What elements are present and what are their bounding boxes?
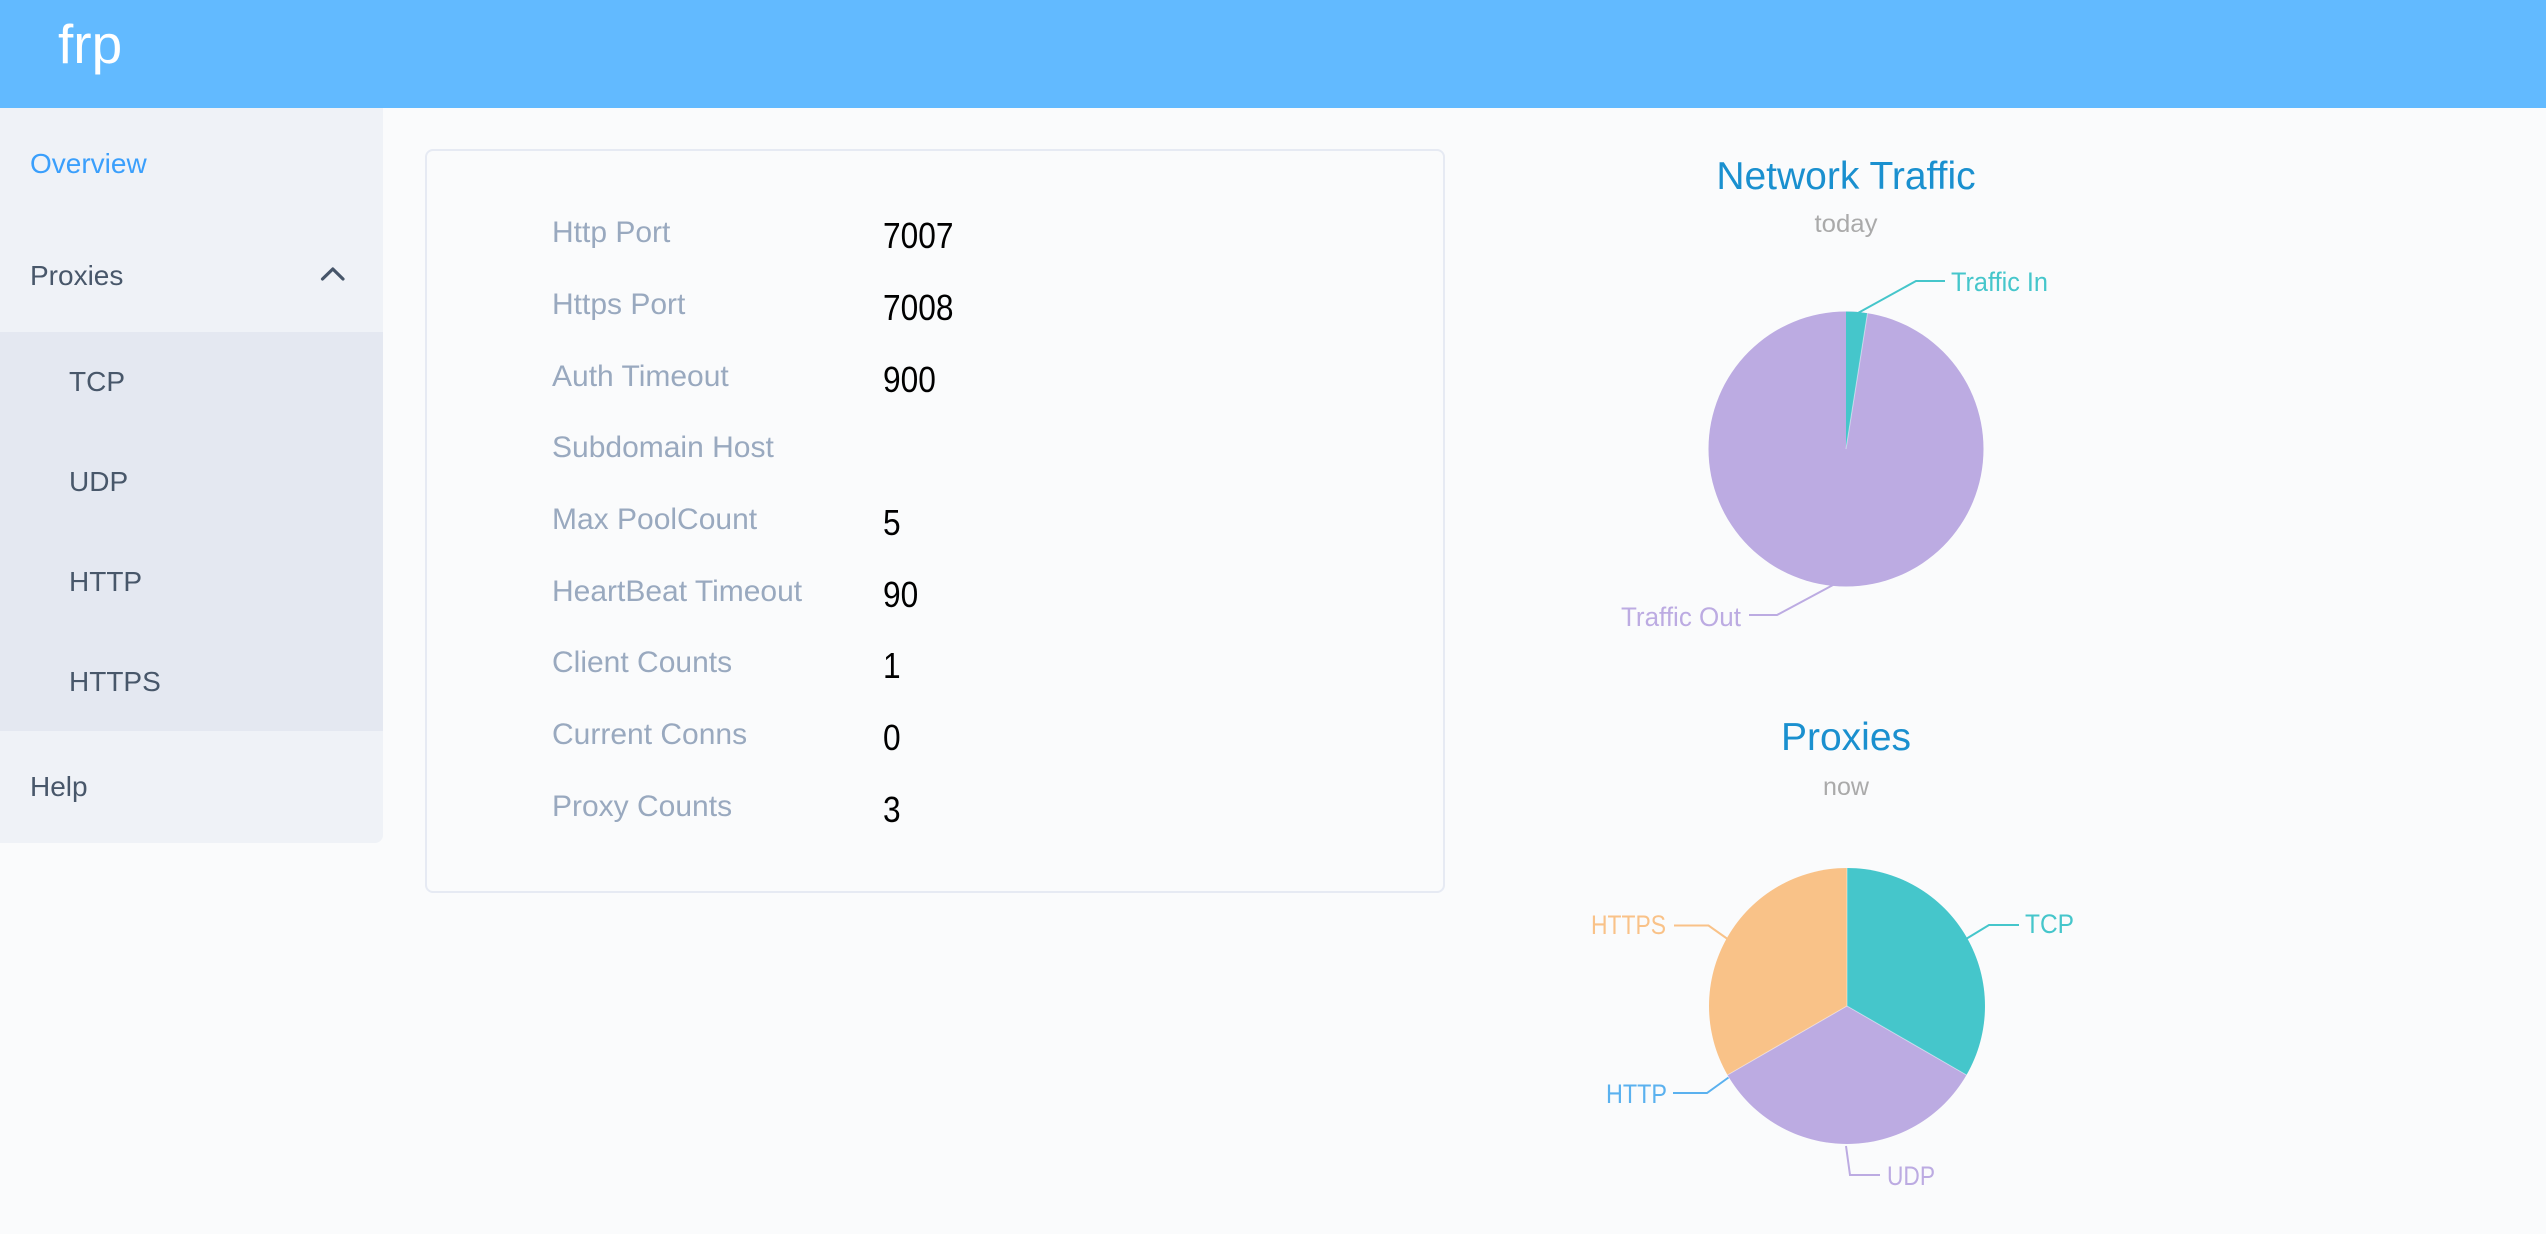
svg-text:Traffic In: Traffic In [1951, 267, 2048, 297]
svg-text:UDP: UDP [1887, 1161, 1935, 1191]
svg-text:now: now [1823, 773, 1870, 801]
svg-text:Proxies: Proxies [1781, 716, 1911, 759]
svg-text:TCP: TCP [2025, 909, 2074, 939]
svg-text:Traffic Out: Traffic Out [1621, 602, 1741, 632]
svg-text:HTTP: HTTP [1606, 1079, 1667, 1109]
svg-text:today: today [1815, 210, 1878, 238]
svg-text:Network Traffic: Network Traffic [1716, 155, 1975, 198]
svg-text:HTTPS: HTTPS [1591, 910, 1666, 940]
